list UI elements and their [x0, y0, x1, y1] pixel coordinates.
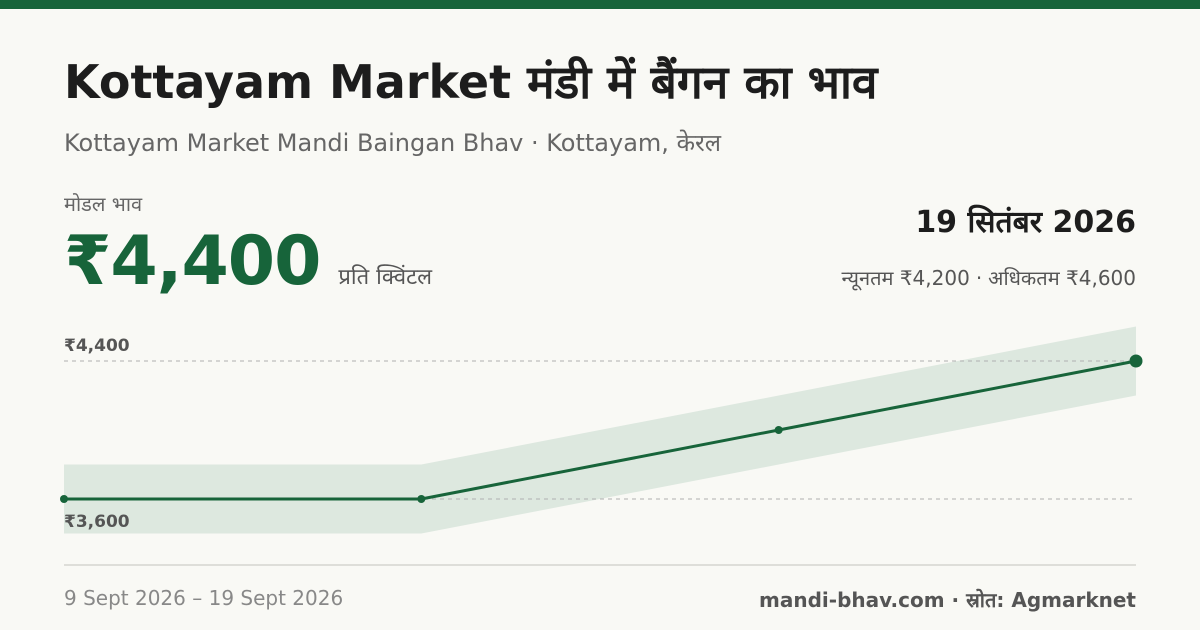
price-range: न्यूनतम ₹4,200 · अधिकतम ₹4,600: [842, 264, 1137, 291]
page-subtitle: Kottayam Market Mandi Baingan Bhav · Kot…: [64, 129, 722, 157]
price-line: [62, 359, 1138, 501]
data-point-2: [774, 426, 783, 434]
modal-price-value: ₹4,400: [64, 222, 321, 301]
min-price: न्यूनतम ₹4,200: [841, 266, 970, 290]
price-unit: प्रति क्विंटल: [338, 265, 433, 290]
data-point-3: [1129, 354, 1143, 368]
y-tick-label-1: ₹4,400: [64, 336, 130, 356]
y-tick-label-0: ₹3,600: [64, 512, 130, 532]
modal-price-label: मोडल भाव: [64, 192, 143, 216]
top-accent-bar: [0, 0, 1200, 9]
footer-source: mandi-bhav.com · स्रोत: Agmarknet: [759, 588, 1136, 612]
page-title: Kottayam Market मंडी में बैंगन का भाव: [64, 55, 878, 109]
range-separator: ·: [975, 266, 983, 290]
price-range-band: [64, 326, 1136, 534]
price-chart: ₹3,600 ₹4,400: [60, 326, 1143, 566]
price-date: 19 सितंबर 2026: [915, 205, 1136, 240]
data-point-1: [417, 495, 426, 503]
footer-date-range: 9 Sept 2026 – 19 Sept 2026: [64, 586, 344, 610]
modal-price-row: ₹4,400 प्रति क्विंटल: [64, 222, 432, 301]
max-price: अधिकतम ₹4,600: [988, 266, 1136, 290]
data-point-0: [60, 495, 68, 503]
